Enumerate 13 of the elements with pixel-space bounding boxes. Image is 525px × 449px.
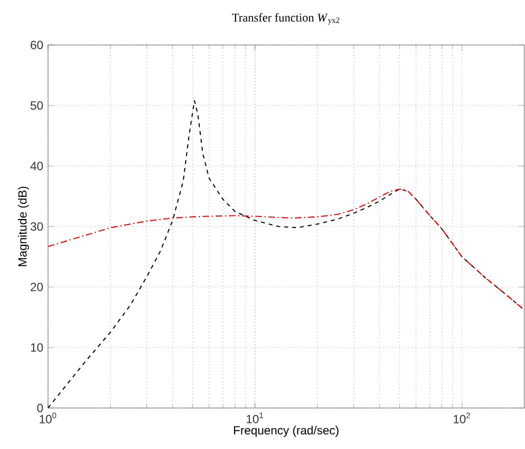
y-tick-label: 60 [30, 40, 43, 50]
x-axis-title: Frequency (rad/sec) [234, 426, 338, 437]
y-tick-label: 0 [37, 404, 43, 412]
x-tick-label: 10$^{0}$ [40, 412, 56, 424]
y-tick-label: 50 [30, 101, 43, 110]
x-tick-label: 10$^{2}$ [454, 412, 470, 424]
y-tick-label: 10 [31, 343, 43, 352]
y-tick-label: 20 [30, 282, 43, 292]
x-tick-label: 10$^{1}$ [246, 412, 264, 424]
y-tick-label: 30 [30, 222, 43, 231]
chart-title: Transfer function W$_{yx2}$ [232, 13, 340, 25]
y-axis-title: Magnitude (dB) [18, 186, 30, 266]
y-tick-label: 40 [30, 162, 43, 170]
